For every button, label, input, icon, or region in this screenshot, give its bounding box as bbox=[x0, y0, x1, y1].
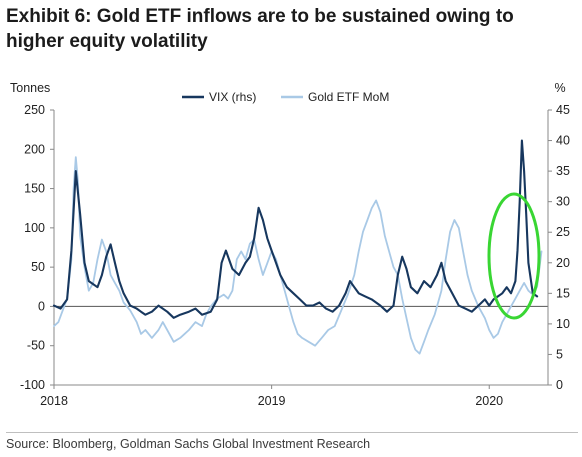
x-tick-label: 2020 bbox=[475, 394, 503, 408]
series bbox=[52, 139, 543, 355]
y-left-tick-label: 200 bbox=[24, 142, 45, 156]
y-right-tick-label: 30 bbox=[556, 195, 570, 209]
y-right-tick-label: 5 bbox=[556, 347, 563, 361]
legend: VIX (rhs) Gold ETF MoM bbox=[182, 90, 389, 104]
y-right-tick-label: 35 bbox=[556, 164, 570, 178]
y-left-tick-label: -50 bbox=[27, 339, 45, 353]
legend-label-gold-etf: Gold ETF MoM bbox=[308, 90, 389, 104]
source-note: Source: Bloomberg, Goldman Sachs Global … bbox=[6, 437, 371, 451]
y-right-tick-label: 45 bbox=[556, 103, 570, 117]
legend-label-vix: VIX (rhs) bbox=[209, 90, 256, 104]
y-right-axis-label: % bbox=[554, 81, 565, 95]
axes: 250200150100500-50-100454035302520151050… bbox=[10, 81, 570, 408]
y-right-tick-label: 10 bbox=[556, 317, 570, 331]
y-left-tick-label: 0 bbox=[38, 299, 45, 313]
series-line-gold-etf bbox=[53, 156, 543, 355]
y-right-tick-label: 40 bbox=[556, 134, 570, 148]
x-tick-label: 2019 bbox=[258, 394, 286, 408]
source-rule bbox=[6, 432, 578, 433]
y-left-tick-label: 50 bbox=[31, 260, 45, 274]
highlight-ellipse bbox=[487, 192, 541, 320]
y-left-tick-label: 150 bbox=[24, 182, 45, 196]
y-right-tick-label: 25 bbox=[556, 225, 570, 239]
y-right-tick-label: 15 bbox=[556, 286, 570, 300]
y-left-tick-label: -100 bbox=[20, 378, 45, 392]
y-right-tick-label: 0 bbox=[556, 378, 563, 392]
x-tick-label: 2018 bbox=[40, 394, 68, 408]
y-left-tick-label: 250 bbox=[24, 103, 45, 117]
annotation bbox=[487, 192, 541, 320]
series-line-vix bbox=[52, 139, 539, 319]
y-left-tick-label: 100 bbox=[24, 221, 45, 235]
chart-title: Exhibit 6: Gold ETF inflows are to be su… bbox=[6, 6, 514, 52]
y-right-tick-label: 20 bbox=[556, 256, 570, 270]
y-left-axis-label: Tonnes bbox=[10, 81, 50, 95]
